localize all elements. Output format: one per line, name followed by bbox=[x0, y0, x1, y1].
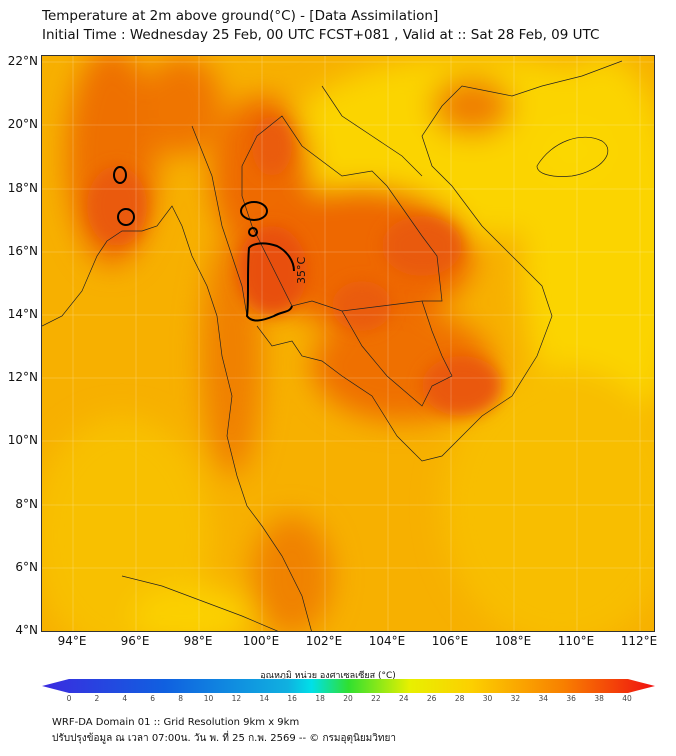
colorbar-tick-label: 8 bbox=[178, 694, 183, 703]
lon-label: 106°E bbox=[431, 634, 469, 648]
colorbar-tick-label: 34 bbox=[538, 694, 549, 703]
colorbar-tick-label: 2 bbox=[94, 694, 100, 703]
colorbar-tick-label: 22 bbox=[371, 694, 381, 703]
lat-label: 6°N bbox=[15, 560, 38, 574]
colorbar-tick-label: 24 bbox=[399, 694, 409, 703]
colorbar-tick-label: 26 bbox=[426, 694, 437, 703]
temperature-field: 35°C bbox=[42, 56, 654, 631]
lat-label: 4°N bbox=[15, 623, 38, 637]
lat-label: 10°N bbox=[7, 433, 38, 447]
lon-label: 94°E bbox=[57, 634, 87, 648]
footer-model-info: WRF-DA Domain 01 :: Grid Resolution 9km … bbox=[52, 717, 300, 728]
lat-label: 14°N bbox=[7, 307, 38, 321]
coastlines-borders bbox=[42, 60, 623, 631]
colorbar-tick-label: 14 bbox=[259, 694, 270, 703]
lat-label: 16°N bbox=[7, 244, 38, 258]
colorbar-tick-label: 6 bbox=[150, 694, 156, 703]
colorbar-tick-label: 20 bbox=[343, 694, 353, 703]
colorbar-tick-label: 18 bbox=[315, 694, 325, 703]
colorbar bbox=[42, 679, 655, 693]
lon-label: 102°E bbox=[305, 634, 343, 648]
colorbar-tick-label: 28 bbox=[454, 694, 465, 703]
footer-update-info: ปรับปรุงข้อมูล ณ เวลา 07:00น. วัน พ. ที่… bbox=[52, 733, 396, 744]
chart-title: Temperature at 2m above ground(°C) - [Da… bbox=[42, 8, 439, 24]
lon-label: 108°E bbox=[494, 634, 532, 648]
chart-subtitle: Initial Time : Wednesday 25 Feb, 00 UTC … bbox=[42, 27, 600, 43]
colorbar-tick-label: 40 bbox=[622, 694, 632, 703]
colorbar-tick-label: 4 bbox=[122, 694, 128, 703]
lat-label: 8°N bbox=[15, 497, 38, 511]
lon-label: 98°E bbox=[183, 634, 213, 648]
lat-label: 20°N bbox=[7, 117, 38, 131]
contour-label: 35°C bbox=[295, 257, 308, 284]
lon-label: 110°E bbox=[557, 634, 595, 648]
lon-label: 104°E bbox=[368, 634, 406, 648]
lat-label: 18°N bbox=[7, 181, 38, 195]
lon-label: 96°E bbox=[120, 634, 150, 648]
colorbar-tick-label: 32 bbox=[510, 694, 521, 703]
35c-contours bbox=[113, 166, 295, 322]
colorbar-tick-label: 38 bbox=[594, 694, 604, 703]
temperature-map: 35°C bbox=[41, 55, 655, 632]
lon-label: 112°E bbox=[620, 634, 658, 648]
lat-label: 22°N bbox=[7, 54, 38, 68]
lat-label: 12°N bbox=[7, 370, 38, 384]
colorbar-tick-label: 0 bbox=[66, 694, 72, 703]
colorbar-tick-label: 36 bbox=[566, 694, 576, 703]
colorbar-tick-label: 30 bbox=[482, 694, 493, 703]
hot-areas bbox=[87, 116, 502, 416]
colorbar-tick-label: 12 bbox=[231, 694, 242, 703]
colorbar-tick-label: 16 bbox=[287, 694, 297, 703]
graticule bbox=[42, 56, 654, 631]
colorbar-tick-label: 10 bbox=[203, 694, 214, 703]
lon-label: 100°E bbox=[242, 634, 280, 648]
colorbar-title: อุณหภูมิ หน่วย องศาเซลเซียส (°C) bbox=[260, 671, 396, 681]
